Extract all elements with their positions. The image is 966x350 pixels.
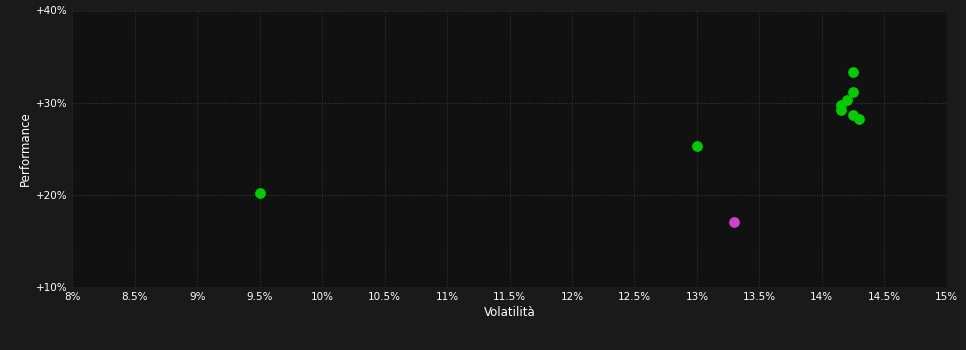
Point bbox=[833, 102, 848, 107]
Point bbox=[833, 107, 848, 113]
Point bbox=[845, 89, 861, 95]
Point bbox=[852, 117, 867, 122]
Point bbox=[689, 143, 704, 149]
Y-axis label: Performance: Performance bbox=[18, 111, 32, 186]
Point bbox=[845, 69, 861, 75]
Point bbox=[252, 190, 268, 196]
Point bbox=[726, 220, 742, 225]
Point bbox=[839, 97, 855, 103]
Point bbox=[845, 112, 861, 118]
X-axis label: Volatilità: Volatilità bbox=[484, 306, 535, 319]
